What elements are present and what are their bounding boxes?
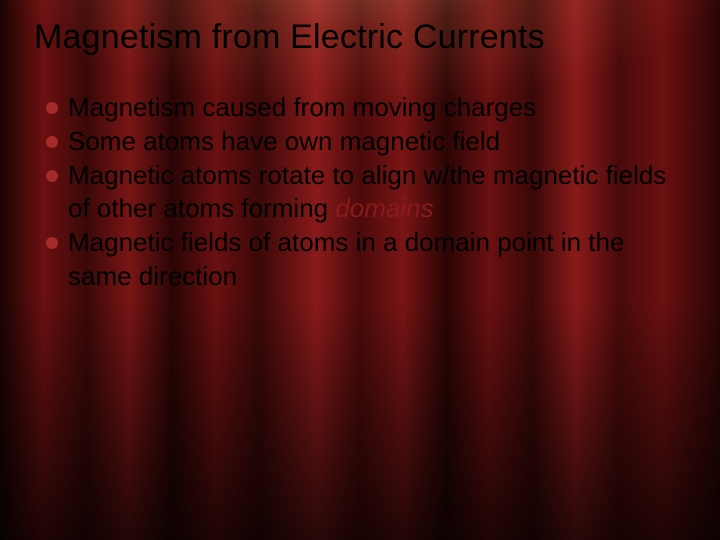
bullet-list: Magnetism caused from moving charges Som… bbox=[28, 91, 692, 294]
list-item: Magnetic fields of atoms in a domain poi… bbox=[46, 226, 674, 294]
bullet-icon bbox=[46, 237, 58, 249]
bullet-icon bbox=[46, 170, 58, 182]
bullet-icon bbox=[46, 102, 58, 114]
bullet-icon bbox=[46, 136, 58, 148]
list-item: Magnetic atoms rotate to align w/the mag… bbox=[46, 159, 674, 227]
bullet-text: Some atoms have own magnetic field bbox=[68, 125, 674, 159]
list-item: Magnetism caused from moving charges bbox=[46, 91, 674, 125]
bullet-text-italic: domains bbox=[335, 193, 433, 223]
list-item: Some atoms have own magnetic field bbox=[46, 125, 674, 159]
bullet-text: Magnetic fields of atoms in a domain poi… bbox=[68, 226, 674, 294]
slide-content: Magnetism from Electric Currents Magneti… bbox=[0, 0, 720, 540]
bullet-text: Magnetism caused from moving charges bbox=[68, 91, 674, 125]
slide-title: Magnetism from Electric Currents bbox=[28, 18, 692, 57]
bullet-text: Magnetic atoms rotate to align w/the mag… bbox=[68, 159, 674, 227]
